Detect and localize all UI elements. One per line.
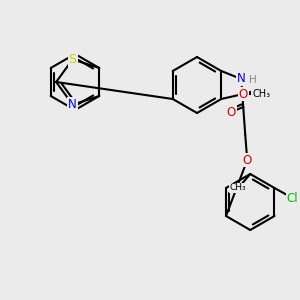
Text: CH₃: CH₃ bbox=[230, 184, 247, 193]
Text: N: N bbox=[237, 73, 246, 85]
Text: Cl: Cl bbox=[287, 191, 298, 205]
Text: N: N bbox=[68, 98, 77, 111]
Text: S: S bbox=[69, 53, 76, 66]
Text: CH₃: CH₃ bbox=[252, 89, 270, 99]
Text: O: O bbox=[243, 154, 252, 166]
Text: O: O bbox=[238, 88, 248, 100]
Text: O: O bbox=[226, 106, 236, 118]
Text: H: H bbox=[249, 75, 257, 85]
